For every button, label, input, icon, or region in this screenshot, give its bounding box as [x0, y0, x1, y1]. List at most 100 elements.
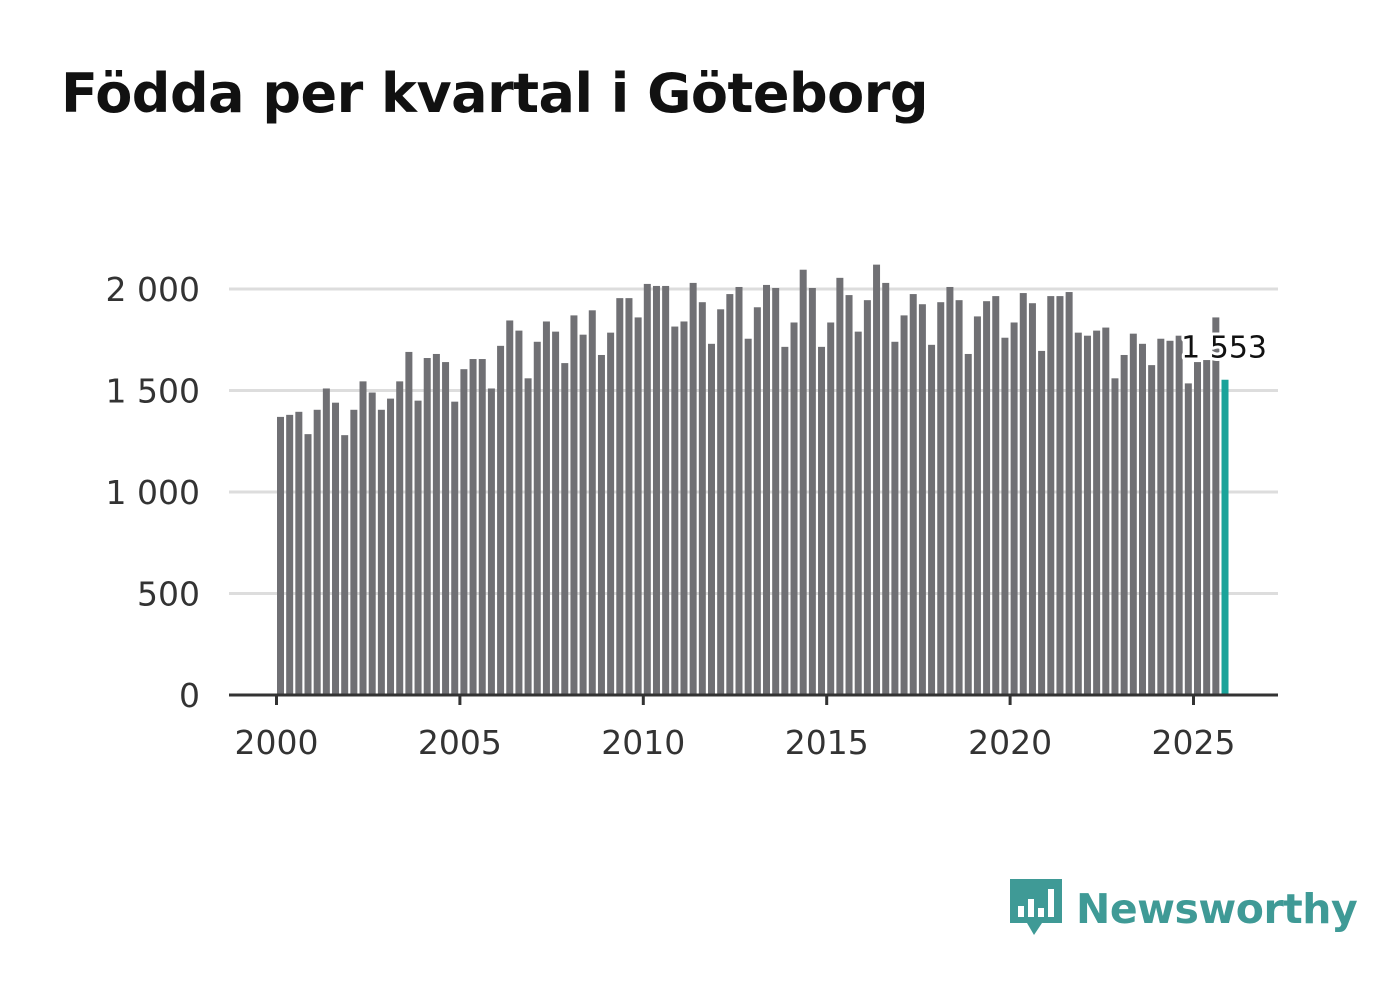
x-tick-label: 2000: [235, 723, 319, 762]
bar: [955, 300, 963, 695]
bar: [1129, 333, 1137, 695]
y-tick-label: 1 000: [106, 473, 200, 512]
bar: [1038, 350, 1046, 695]
bar: [359, 381, 367, 695]
bar: [1148, 365, 1156, 695]
bar: [845, 295, 853, 695]
bar: [524, 378, 532, 695]
bar: [304, 434, 312, 695]
bar: [790, 322, 798, 695]
bar: [763, 284, 771, 695]
bar: [918, 304, 926, 695]
x-tick-label: 2025: [1152, 723, 1236, 762]
x-tick-label: 2005: [418, 723, 502, 762]
y-axis-ticks: 0 500 1 000 1 500 2 000: [106, 270, 200, 715]
bar: [1093, 330, 1101, 695]
bar-highlighted: [1221, 379, 1229, 695]
bar: [387, 398, 395, 695]
bar: [460, 369, 468, 695]
x-tick-label: 2020: [968, 723, 1052, 762]
bar: [414, 400, 422, 695]
bar: [1010, 322, 1018, 695]
y-tick-label: 0: [179, 676, 200, 715]
bar: [973, 316, 981, 695]
bar: [680, 321, 688, 695]
last-value-label: 1 553: [1181, 331, 1267, 366]
bar: [1111, 378, 1119, 695]
bar: [808, 287, 816, 695]
bar: [964, 353, 972, 695]
bar: [781, 346, 789, 695]
bar: [882, 282, 890, 695]
bar: [295, 411, 303, 695]
bar: [735, 286, 743, 695]
bar: [570, 315, 578, 695]
bar: [1001, 337, 1009, 695]
bar: [726, 294, 734, 695]
bar: [1047, 296, 1055, 695]
bar: [332, 402, 340, 695]
bar: [350, 409, 358, 695]
bar: [928, 344, 936, 695]
bar: [277, 416, 284, 695]
bar: [698, 302, 706, 695]
bar: [368, 392, 376, 695]
bar: [396, 381, 404, 695]
y-tick-label: 500: [137, 575, 200, 614]
bar: [469, 359, 477, 695]
bar: [1166, 340, 1174, 695]
bar: [616, 298, 624, 695]
bar: [652, 285, 660, 695]
bar: [1212, 317, 1220, 695]
data-labels: 1 553: [1178, 328, 1270, 369]
bar: [487, 388, 495, 695]
bar: [671, 326, 679, 695]
bar: [983, 301, 991, 695]
bar: [1203, 360, 1211, 695]
bar: [854, 331, 862, 695]
y-tick-label: 2 000: [106, 270, 200, 309]
bar: [946, 286, 954, 695]
bar: [1138, 343, 1146, 695]
bar: [579, 334, 587, 695]
bar: [405, 351, 413, 695]
brand-name: Newsworthy: [1076, 885, 1358, 933]
bar: [937, 302, 945, 695]
bar: [561, 363, 569, 695]
bar: [478, 359, 486, 695]
bar: [533, 341, 541, 695]
newsworthy-logo: Newsworthy: [1010, 879, 1358, 939]
bar: [827, 322, 835, 695]
bar: [597, 354, 605, 695]
bar: [863, 300, 871, 695]
bar: [662, 285, 670, 695]
bar: [891, 341, 899, 695]
bar: [909, 294, 917, 695]
bar: [772, 287, 780, 695]
chart-title: Födda per kvartal i Göteborg: [61, 62, 929, 125]
bar: [1074, 332, 1082, 695]
x-tick-label: 2015: [785, 723, 869, 762]
bar: [1056, 296, 1064, 695]
bar: [625, 298, 633, 695]
bar: [552, 331, 560, 695]
bar: [542, 321, 550, 695]
bar: [1083, 335, 1091, 695]
bar: [799, 269, 807, 695]
bar: [1065, 292, 1073, 695]
bar: [707, 343, 715, 695]
bar: [1028, 303, 1036, 695]
bar: [432, 353, 440, 695]
bar: [818, 346, 826, 695]
bar: [607, 332, 615, 695]
bars: [277, 264, 1229, 695]
bar: [643, 283, 651, 695]
bar: [1120, 354, 1128, 695]
bar: [322, 388, 330, 695]
bar: [873, 264, 881, 695]
bar: [423, 358, 431, 695]
bar: [992, 296, 1000, 695]
bar: [341, 435, 349, 695]
bar: [1194, 362, 1201, 695]
